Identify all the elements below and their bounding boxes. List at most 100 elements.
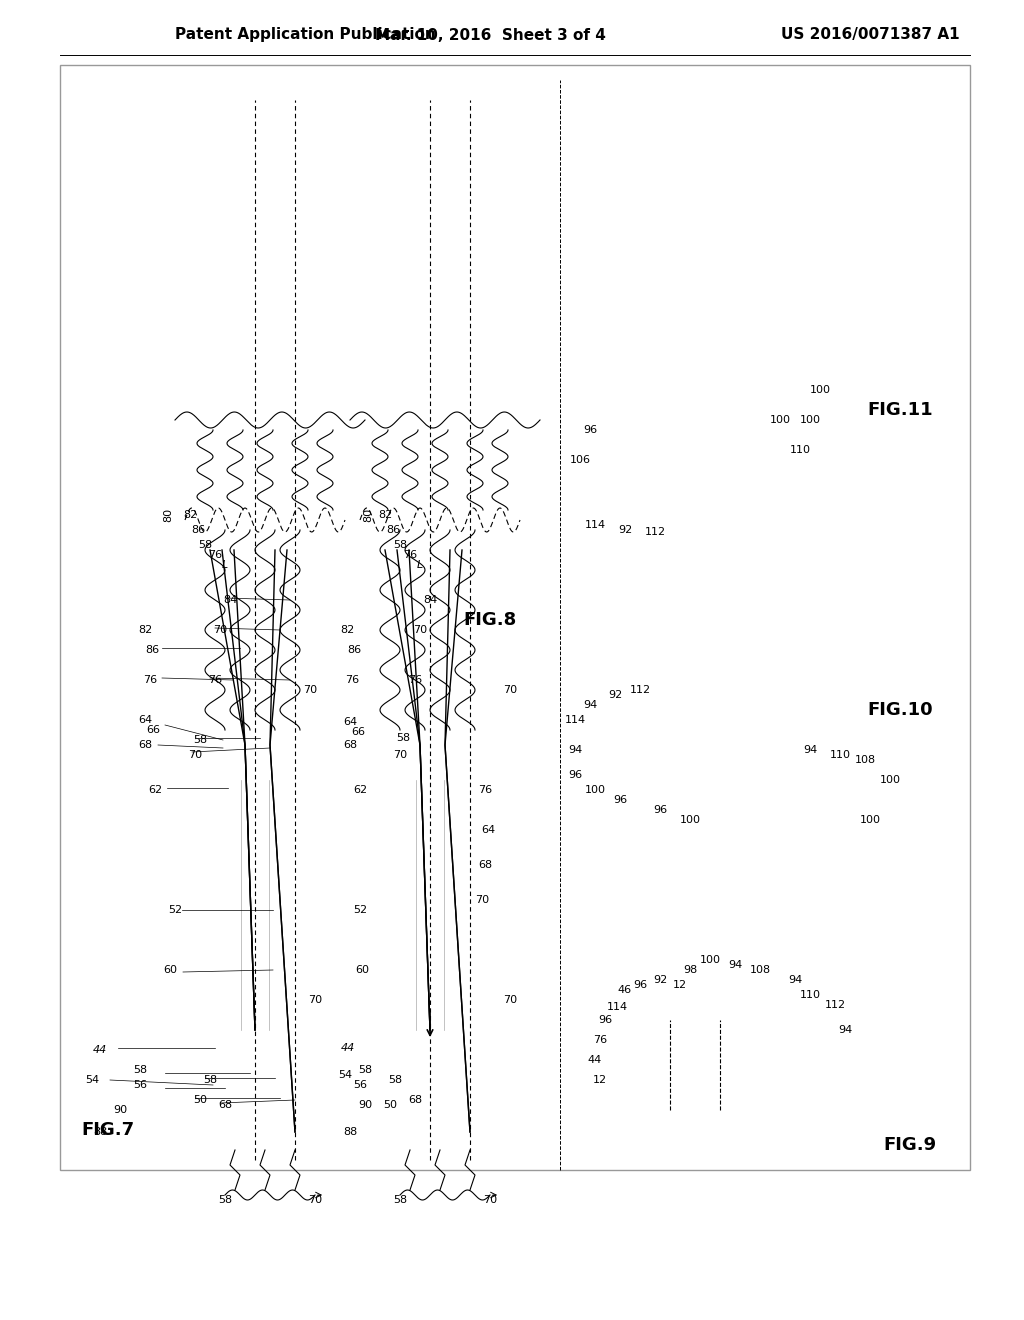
Text: 112: 112 (644, 527, 666, 537)
Text: 82: 82 (378, 510, 392, 520)
Bar (375, 1115, 505, 1150)
Text: 44: 44 (341, 1043, 355, 1053)
Polygon shape (600, 440, 770, 520)
Text: L: L (417, 560, 423, 570)
Bar (730, 820, 780, 845)
Circle shape (287, 1125, 303, 1140)
Text: 84: 84 (423, 595, 437, 605)
Text: Patent Application Publication: Patent Application Publication (175, 28, 436, 42)
Circle shape (637, 987, 653, 1003)
Text: 94: 94 (787, 975, 802, 985)
Text: 86: 86 (347, 645, 361, 655)
Circle shape (620, 828, 630, 837)
Bar (775, 1059, 787, 1064)
Bar (775, 1067, 787, 1073)
Bar (412, 780, 449, 1030)
Text: 68: 68 (138, 741, 152, 750)
Text: 68: 68 (478, 861, 493, 870)
Text: 76: 76 (345, 675, 359, 685)
Bar (412, 780, 449, 1030)
Text: 58: 58 (193, 735, 207, 744)
Circle shape (462, 1125, 478, 1140)
Circle shape (408, 733, 432, 756)
Text: 46: 46 (617, 985, 632, 995)
Bar (237, 780, 273, 1030)
Text: 62: 62 (353, 785, 367, 795)
Text: 50: 50 (193, 1096, 207, 1105)
Text: FIG.10: FIG.10 (867, 701, 933, 719)
Text: 60: 60 (163, 965, 177, 975)
Text: 58: 58 (393, 1195, 408, 1205)
Text: 70: 70 (503, 995, 517, 1005)
Polygon shape (620, 412, 690, 440)
Text: 114: 114 (606, 1002, 628, 1012)
Text: 96: 96 (598, 1015, 612, 1026)
Text: 92: 92 (608, 690, 623, 700)
Bar (230, 775, 280, 800)
Text: 100: 100 (680, 814, 700, 825)
Text: 54: 54 (338, 1071, 352, 1080)
Text: 100: 100 (880, 775, 900, 785)
Circle shape (262, 1129, 268, 1135)
Polygon shape (620, 970, 820, 1020)
Circle shape (642, 717, 658, 733)
Text: 90: 90 (358, 1100, 372, 1110)
Circle shape (455, 783, 465, 793)
Text: 76: 76 (593, 1035, 607, 1045)
Text: 110: 110 (790, 445, 811, 455)
Polygon shape (800, 685, 850, 820)
Bar (570, 470, 600, 500)
Text: 108: 108 (854, 755, 876, 766)
Circle shape (241, 741, 249, 748)
Polygon shape (690, 412, 760, 440)
Text: 76: 76 (143, 675, 157, 685)
Polygon shape (600, 400, 810, 440)
Text: 100: 100 (810, 385, 830, 395)
Text: 110: 110 (829, 750, 851, 760)
Text: US 2016/0071387 A1: US 2016/0071387 A1 (780, 28, 959, 42)
Circle shape (831, 1053, 843, 1067)
Circle shape (432, 1125, 449, 1140)
Text: 80: 80 (362, 508, 373, 523)
Text: 56: 56 (353, 1080, 367, 1090)
Text: 86: 86 (190, 525, 205, 535)
Circle shape (258, 733, 282, 756)
Text: 90: 90 (113, 1105, 127, 1115)
Bar (225, 730, 285, 760)
Text: 62: 62 (147, 785, 162, 795)
Circle shape (467, 1129, 473, 1135)
Bar (820, 1040, 855, 1080)
Bar (240, 1030, 270, 1049)
Circle shape (402, 1125, 418, 1140)
Text: 84: 84 (223, 595, 238, 605)
Circle shape (225, 1065, 234, 1074)
Text: FIG.9: FIG.9 (884, 1137, 937, 1154)
Circle shape (280, 783, 290, 793)
Bar (390, 1093, 400, 1105)
Text: 58: 58 (218, 1195, 232, 1205)
Text: L: L (222, 560, 228, 570)
Text: FIG.8: FIG.8 (464, 611, 517, 630)
Bar (406, 775, 455, 800)
Bar (225, 730, 285, 760)
Text: 70: 70 (188, 750, 202, 760)
Bar (285, 1093, 295, 1105)
Text: 70: 70 (393, 750, 408, 760)
Text: 82: 82 (138, 624, 153, 635)
Ellipse shape (412, 1026, 449, 1035)
Polygon shape (600, 685, 850, 741)
Text: 60: 60 (355, 965, 369, 975)
Text: 54: 54 (85, 1074, 99, 1085)
Text: 12: 12 (673, 979, 687, 990)
Bar (610, 820, 660, 845)
Bar (375, 1115, 505, 1150)
Polygon shape (770, 400, 810, 520)
Bar (610, 820, 660, 845)
Text: 98: 98 (683, 965, 697, 975)
Bar (775, 1094, 787, 1100)
Text: FIG.7: FIG.7 (82, 1121, 134, 1139)
Bar (615, 520, 660, 543)
Text: 70: 70 (308, 1195, 323, 1205)
Circle shape (678, 469, 702, 492)
Text: 44: 44 (588, 1055, 602, 1065)
